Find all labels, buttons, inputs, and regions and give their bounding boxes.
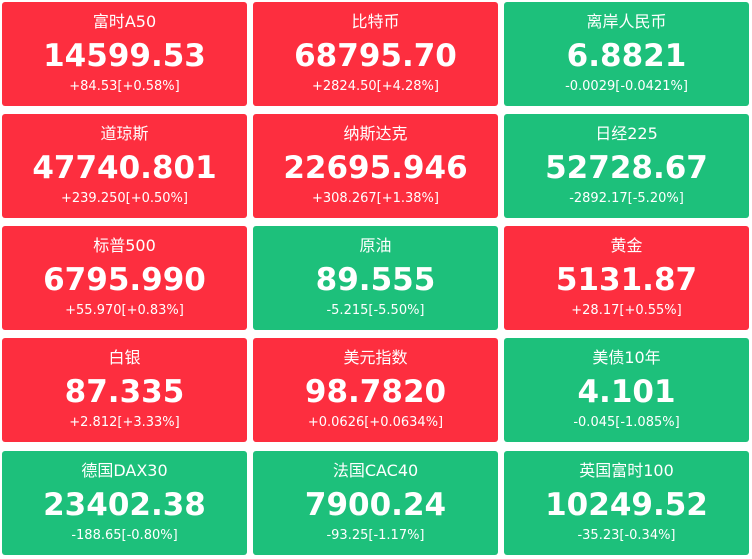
quote-change: +2824.50[+4.28%] [312,79,439,94]
quote-name: 原油 [359,236,392,255]
quote-tile-ftse-a50[interactable]: 富时A50 14599.53 +84.53[+0.58%] [2,2,247,106]
quote-name: 离岸人民币 [586,12,667,31]
quote-price: 6.8821 [566,38,687,74]
quote-tile-nasdaq[interactable]: 纳斯达克 22695.946 +308.267[+1.38%] [253,114,498,218]
quote-tile-sp-500[interactable]: 标普500 6795.990 +55.970[+0.83%] [2,226,247,330]
quote-price: 7900.24 [304,487,447,523]
quote-price: 14599.53 [43,38,206,74]
quote-price: 22695.946 [283,150,468,186]
quote-change: -93.25[-1.17%] [326,528,425,543]
quote-name: 美债10年 [592,348,661,367]
quote-name: 白银 [108,348,141,367]
quote-change: +28.17[+0.55%] [571,303,682,318]
quote-tile-ftse-100[interactable]: 英国富时100 10249.52 -35.23[-0.34%] [504,451,749,555]
quote-price: 87.335 [64,374,185,410]
quote-change: -5.215[-5.50%] [326,303,425,318]
quote-tile-bitcoin[interactable]: 比特币 68795.70 +2824.50[+4.28%] [253,2,498,106]
quote-name: 日经225 [595,124,658,143]
quote-change: +239.250[+0.50%] [61,191,188,206]
quote-change: -2892.17[-5.20%] [569,191,684,206]
quote-change: +84.53[+0.58%] [69,79,180,94]
quote-name: 法国CAC40 [332,461,419,480]
quote-name: 黄金 [610,236,643,255]
quote-name: 富时A50 [92,12,157,31]
quote-name: 标普500 [93,236,156,255]
quote-price: 98.7820 [304,374,447,410]
quote-change: -188.65[-0.80%] [71,528,178,543]
quote-price: 10249.52 [545,487,708,523]
quote-name: 道琼斯 [100,124,149,143]
quote-price: 52728.67 [545,150,708,186]
quote-change: +2.812[+3.33%] [69,415,180,430]
quote-price: 5131.87 [555,262,698,298]
quote-tile-gold[interactable]: 黄金 5131.87 +28.17[+0.55%] [504,226,749,330]
quote-change: -0.0029[-0.0421%] [565,79,688,94]
quote-price: 23402.38 [43,487,206,523]
quote-name: 英国富时100 [579,461,674,480]
quote-tile-nikkei-225[interactable]: 日经225 52728.67 -2892.17[-5.20%] [504,114,749,218]
quote-tile-dow-jones[interactable]: 道琼斯 47740.801 +239.250[+0.50%] [2,114,247,218]
quote-tile-silver[interactable]: 白银 87.335 +2.812[+3.33%] [2,338,247,442]
quote-change: -0.045[-1.085%] [573,415,680,430]
quote-change: +0.0626[+0.0634%] [307,415,444,430]
quote-change: -35.23[-0.34%] [577,528,676,543]
quote-price: 47740.801 [32,150,217,186]
quote-tile-dollar-index[interactable]: 美元指数 98.7820 +0.0626[+0.0634%] [253,338,498,442]
quote-price: 4.101 [577,374,676,410]
quote-price: 89.555 [315,262,436,298]
quote-tile-offshore-cny[interactable]: 离岸人民币 6.8821 -0.0029[-0.0421%] [504,2,749,106]
quote-name: 美元指数 [343,348,408,367]
quote-change: +308.267[+1.38%] [312,191,439,206]
quote-change: +55.970[+0.83%] [65,303,184,318]
quote-name: 比特币 [351,12,400,31]
quote-tile-dax-30[interactable]: 德国DAX30 23402.38 -188.65[-0.80%] [2,451,247,555]
quote-name: 德国DAX30 [81,461,168,480]
quote-tile-cac-40[interactable]: 法国CAC40 7900.24 -93.25[-1.17%] [253,451,498,555]
quote-tile-us-10y-treasury[interactable]: 美债10年 4.101 -0.045[-1.085%] [504,338,749,442]
quote-tile-crude-oil[interactable]: 原油 89.555 -5.215[-5.50%] [253,226,498,330]
quote-price: 6795.990 [43,262,206,298]
quote-price: 68795.70 [294,38,457,74]
quote-name: 纳斯达克 [343,124,408,143]
